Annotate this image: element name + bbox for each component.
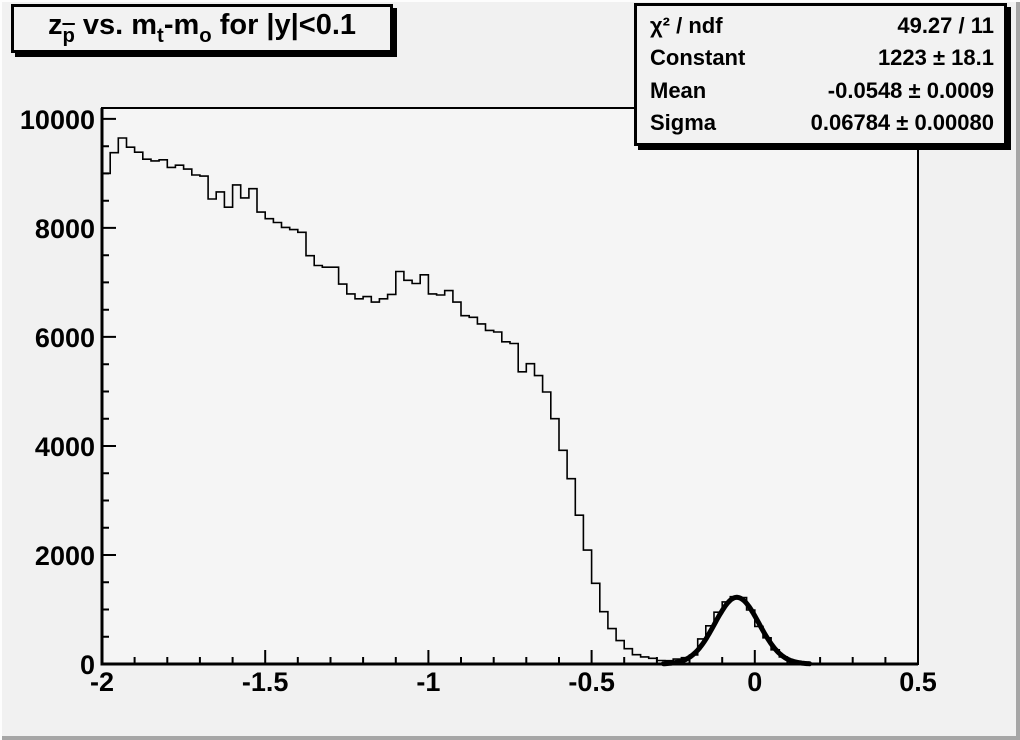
title-segment: o <box>199 25 212 48</box>
stat-value: -0.0548 ± 0.0009 <box>827 77 994 103</box>
stat-value: 0.06784 ± 0.00080 <box>810 109 994 135</box>
stat-label: Mean <box>650 77 707 103</box>
stats-row-constant: Constant 1223 ± 18.1 <box>637 43 1004 73</box>
x-tick-label: -0.5 <box>568 667 615 697</box>
title-segment: vs. m <box>74 8 158 41</box>
x-tick-label: -2 <box>89 667 115 697</box>
x-tick-label: 0.5 <box>899 667 937 697</box>
y-tick-label: 8000 <box>34 213 95 244</box>
title-segment: for |y|<0.1 <box>211 8 357 41</box>
y-tick-label: 10000 <box>19 104 95 135</box>
plot-title: zp vs. mt-mo for |y|<0.1 <box>48 9 356 48</box>
stats-box: χ² / ndf 49.27 / 11 Constant 1223 ± 18.1… <box>634 3 1007 146</box>
y-tick-label: 6000 <box>34 322 95 353</box>
stats-row-chi2: χ² / ndf 49.27 / 11 <box>637 11 1004 41</box>
stat-value: 1223 ± 18.1 <box>877 45 994 71</box>
x-tick-label: -1 <box>416 667 441 697</box>
stat-label: χ² / ndf <box>650 13 723 39</box>
title-box: zp vs. mt-mo for |y|<0.1 <box>11 4 393 53</box>
title-segment: p <box>62 25 75 48</box>
y-tick-label: 0 <box>79 650 95 680</box>
x-tick-label: 0 <box>747 667 763 697</box>
plot-frame <box>101 107 919 665</box>
title-segment: z <box>47 8 63 41</box>
y-tick-label: 2000 <box>34 541 95 571</box>
title-segment: t <box>157 25 164 48</box>
stat-label: Sigma <box>650 109 717 135</box>
stats-row-mean: Mean -0.0548 ± 0.0009 <box>637 76 1004 106</box>
title-segment: -m <box>163 8 200 41</box>
gaussian-fit-curve <box>660 594 813 667</box>
stat-label: Constant <box>650 45 746 71</box>
y-tick-label: 4000 <box>34 432 95 462</box>
stats-row-sigma: Sigma 0.06784 ± 0.00080 <box>637 108 1004 138</box>
x-tick-label: -1.5 <box>241 667 289 697</box>
stat-value: 49.27 / 11 <box>897 13 994 39</box>
